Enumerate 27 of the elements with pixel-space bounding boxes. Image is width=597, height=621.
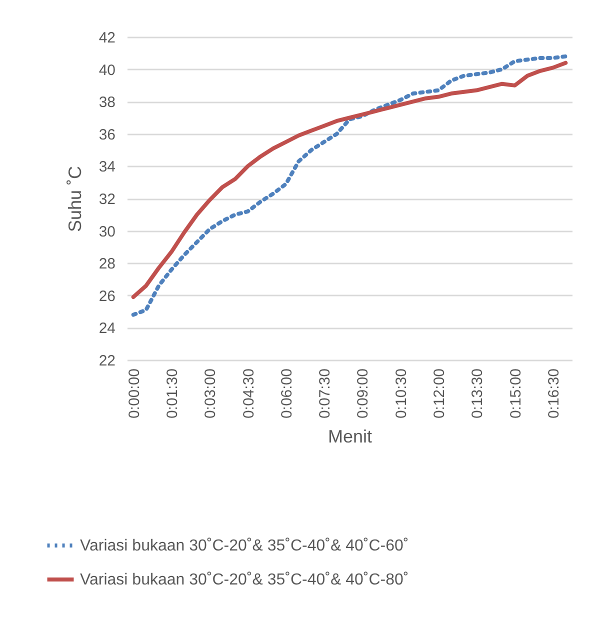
x-tick-label: 0:00:00 xyxy=(126,368,143,419)
y-tick-label: 42 xyxy=(98,30,116,46)
x-tick-label: 0:09:00 xyxy=(354,368,372,419)
y-tick-label: 30 xyxy=(98,223,116,240)
x-tick-label: 0:04:30 xyxy=(240,368,258,419)
y-tick-label: 32 xyxy=(98,191,116,208)
y-tick-label: 34 xyxy=(98,158,116,176)
y-tick-label: 40 xyxy=(98,62,116,79)
x-tick-label: 0:15:00 xyxy=(507,368,524,419)
y-tick-label: 28 xyxy=(98,256,116,273)
x-axis-title: Menit xyxy=(328,426,372,447)
x-tick-label: 0:03:00 xyxy=(202,368,220,419)
y-tick-label: 26 xyxy=(98,288,116,305)
y-tick-label: 38 xyxy=(98,94,116,112)
y-axis-title: Suhu ˚C xyxy=(64,166,85,232)
x-tick-label: 0:06:00 xyxy=(278,368,296,419)
x-tick-label: 0:13:30 xyxy=(469,368,486,419)
y-tick-label: 36 xyxy=(98,126,116,144)
x-tick-label: 0:01:30 xyxy=(164,368,181,419)
x-tick-label: 0:07:30 xyxy=(316,368,334,419)
x-tick-label: 0:12:00 xyxy=(431,368,448,419)
x-tick-label: 0:16:30 xyxy=(545,368,562,419)
y-tick-label: 24 xyxy=(98,320,116,338)
legend-label: Variasi bukaan 30˚C-20˚& 35˚C-40˚& 40˚C-80˚ xyxy=(80,572,409,588)
y-tick-label: 22 xyxy=(98,352,116,370)
legend-label: Variasi bukaan 30˚C-20˚& 35˚C-40˚& 40˚C-60˚ xyxy=(80,538,409,554)
x-tick-label: 0:10:30 xyxy=(392,368,410,419)
